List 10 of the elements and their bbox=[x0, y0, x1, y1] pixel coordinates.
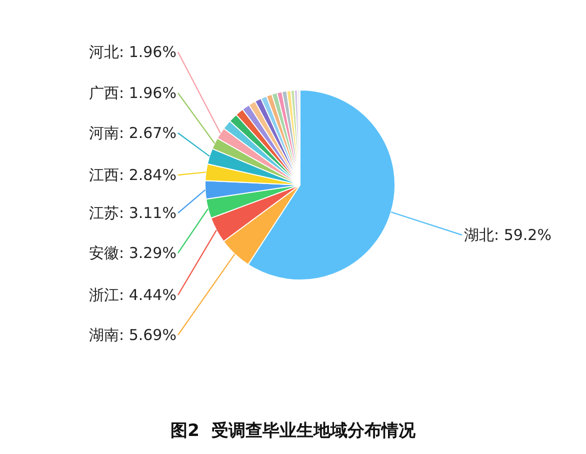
slice-label: 江西: 2.84% bbox=[89, 166, 176, 184]
slice-label: 浙江: 4.44% bbox=[89, 286, 176, 304]
slice-label: 湖北: 59.2% bbox=[464, 226, 552, 244]
slice-label: 安徽: 3.29% bbox=[89, 244, 176, 262]
slice-label: 广西: 1.96% bbox=[89, 84, 176, 102]
text: 图2 受调查毕业生地域分布情况 bbox=[170, 420, 416, 441]
slice-label: 江苏: 3.11% bbox=[89, 204, 176, 222]
slice-label: 湖南: 5.69% bbox=[89, 326, 176, 344]
slice-label: 河南: 2.67% bbox=[89, 124, 176, 142]
slice-label: 河北: 1.96% bbox=[89, 43, 176, 61]
